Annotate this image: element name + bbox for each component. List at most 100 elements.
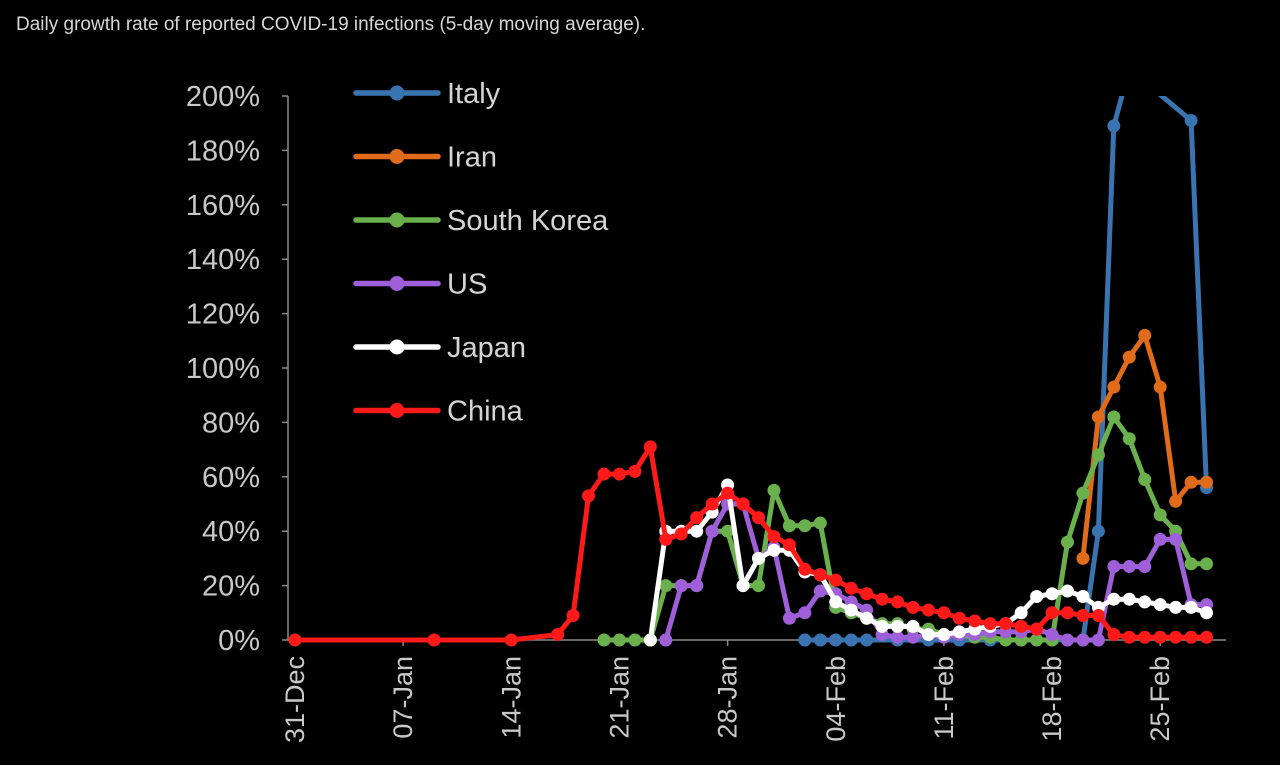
data-point-italy [844, 633, 858, 647]
data-point-japan [1200, 606, 1214, 620]
chart-axes: 0% 20% 40% 60% 80% 100% 120% 140% 160% 180% 200% 31… [186, 81, 1226, 743]
data-point-china [551, 628, 565, 642]
data-point-japan [844, 603, 858, 617]
legend-label: South Korea [447, 205, 609, 237]
data-point-us [813, 584, 827, 598]
y-tick-label: 180% [186, 135, 260, 167]
data-point-south-korea [659, 579, 673, 593]
data-point-south-korea [1030, 633, 1044, 647]
data-point-iran [1122, 350, 1136, 364]
data-point-japan [875, 619, 889, 633]
data-point-italy [1123, 62, 1136, 75]
data-point-south-korea [612, 633, 626, 647]
legend: Italy Iran South Korea US Japan China [353, 78, 609, 428]
legend-item-iran: Iran [353, 142, 497, 174]
legend-item-south-korea: South Korea [353, 205, 609, 237]
data-point-china [937, 606, 951, 620]
data-point-china [427, 633, 441, 647]
data-point-south-korea [1061, 535, 1074, 549]
data-point-china [844, 581, 858, 595]
data-point-iran [1200, 475, 1214, 489]
data-point-japan [1184, 600, 1198, 614]
data-point-iran [1138, 328, 1152, 342]
page-title: Daily growth rate of reported COVID-19 i… [16, 14, 646, 35]
data-point-italy [798, 633, 812, 647]
data-point-us [1076, 633, 1090, 647]
legend-swatch-marker [389, 85, 405, 101]
data-point-china [1169, 630, 1183, 644]
y-tick-label: 20% [202, 571, 260, 603]
data-point-china [906, 600, 920, 614]
data-point-us [1061, 633, 1074, 647]
legend-swatch-marker [389, 339, 405, 355]
data-point-china [999, 617, 1013, 631]
data-point-us [1107, 560, 1121, 574]
data-point-china [597, 467, 611, 481]
data-point-japan [643, 633, 657, 647]
data-point-japan [767, 543, 781, 557]
data-point-italy [829, 633, 843, 647]
data-point-china [1107, 628, 1121, 642]
data-point-china [983, 617, 997, 631]
data-point-south-korea [1107, 410, 1121, 424]
data-point-iran [1107, 380, 1121, 394]
data-point-south-korea [1184, 557, 1198, 571]
y-tick-label: 160% [186, 190, 260, 222]
data-point-china [968, 614, 982, 628]
data-point-south-korea [798, 519, 812, 533]
data-point-china [288, 633, 302, 647]
data-point-south-korea [1138, 473, 1152, 487]
data-point-china [875, 592, 889, 606]
data-point-japan [1061, 584, 1074, 598]
data-point-japan [1153, 598, 1167, 612]
legend-label: Italy [447, 78, 501, 110]
data-point-china [1122, 630, 1136, 644]
y-tick-label: 120% [186, 299, 260, 331]
y-tick-label: 200% [186, 81, 260, 113]
data-point-us [782, 611, 796, 625]
data-point-china [1138, 630, 1152, 644]
data-point-china [1200, 630, 1214, 644]
data-point-china [813, 568, 827, 582]
data-point-us [674, 579, 688, 593]
data-point-japan [752, 551, 765, 565]
data-point-italy [813, 633, 827, 647]
data-point-iran [1091, 410, 1105, 424]
data-point-japan [1122, 592, 1136, 606]
data-point-japan [1045, 587, 1059, 601]
data-point-china [674, 527, 688, 541]
legend-label: Iran [447, 142, 497, 174]
legend-label: Japan [447, 332, 526, 364]
x-tick-label: 25-Feb [1145, 656, 1175, 742]
data-point-china [643, 440, 657, 454]
data-point-china [1061, 606, 1074, 620]
x-tick-label: 21-Jan [604, 656, 634, 739]
legend-swatch-marker [389, 403, 405, 418]
data-point-south-korea [1122, 432, 1136, 446]
data-point-japan [952, 625, 966, 639]
y-tick-label: 80% [202, 407, 260, 439]
legend-item-us: US [353, 269, 487, 301]
x-tick-label: 14-Jan [496, 656, 526, 739]
data-point-iran [1076, 551, 1090, 565]
legend-item-japan: Japan [353, 332, 526, 364]
data-point-china [860, 587, 874, 601]
data-point-china [752, 511, 765, 525]
data-point-china [1091, 609, 1105, 623]
data-point-us [1045, 628, 1059, 642]
data-point-china [1184, 630, 1198, 644]
data-point-china [767, 530, 781, 544]
data-point-china [891, 595, 905, 609]
data-point-south-korea [752, 579, 765, 593]
x-tick-label: 28-Jan [713, 656, 743, 739]
data-point-china [1076, 609, 1090, 623]
data-point-china [798, 562, 812, 576]
data-point-china [612, 467, 626, 481]
y-tick-label: 60% [202, 462, 260, 494]
data-point-iran [1184, 475, 1198, 489]
series-line-italy [804, 96, 1209, 643]
data-point-us [690, 579, 704, 593]
data-point-us [705, 524, 719, 538]
data-point-japan [906, 619, 920, 633]
data-point-japan [860, 611, 874, 625]
